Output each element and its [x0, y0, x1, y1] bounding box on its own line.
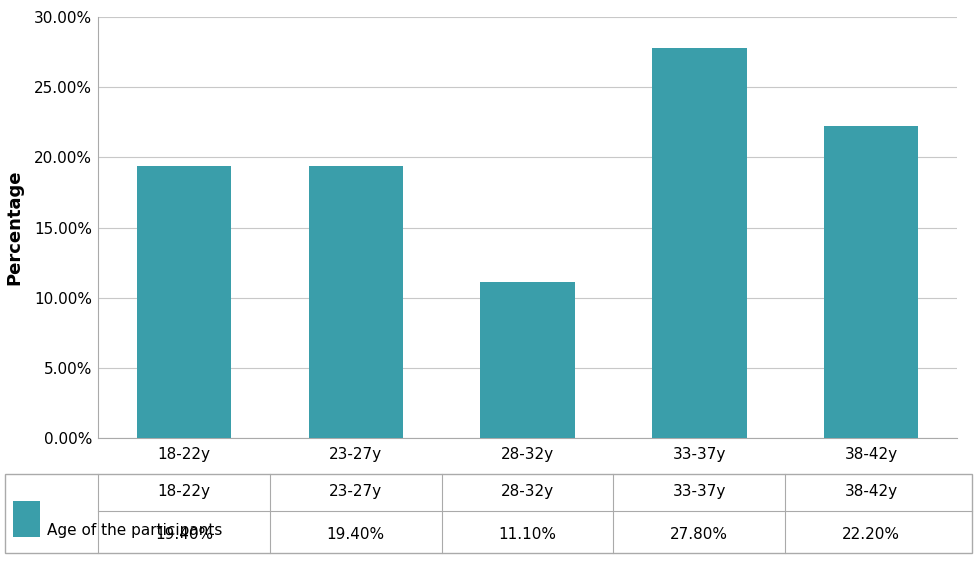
- Text: 38-42y: 38-42y: [844, 483, 898, 498]
- Bar: [137, 166, 232, 438]
- Text: Age of the participants: Age of the participants: [47, 523, 223, 538]
- Bar: [652, 48, 746, 438]
- Text: 27.80%: 27.80%: [670, 527, 729, 542]
- Text: 28-32y: 28-32y: [501, 483, 554, 498]
- Text: 22.20%: 22.20%: [842, 527, 900, 542]
- Y-axis label: Percentage: Percentage: [5, 170, 22, 285]
- Text: 18-22y: 18-22y: [157, 483, 210, 498]
- Bar: [309, 166, 404, 438]
- Bar: [824, 126, 918, 438]
- Bar: [481, 283, 574, 438]
- Text: 23-27y: 23-27y: [329, 483, 382, 498]
- Text: 19.40%: 19.40%: [155, 527, 213, 542]
- FancyBboxPatch shape: [13, 501, 40, 537]
- Text: 33-37y: 33-37y: [673, 483, 726, 498]
- Text: 19.40%: 19.40%: [326, 527, 385, 542]
- Text: 11.10%: 11.10%: [498, 527, 557, 542]
